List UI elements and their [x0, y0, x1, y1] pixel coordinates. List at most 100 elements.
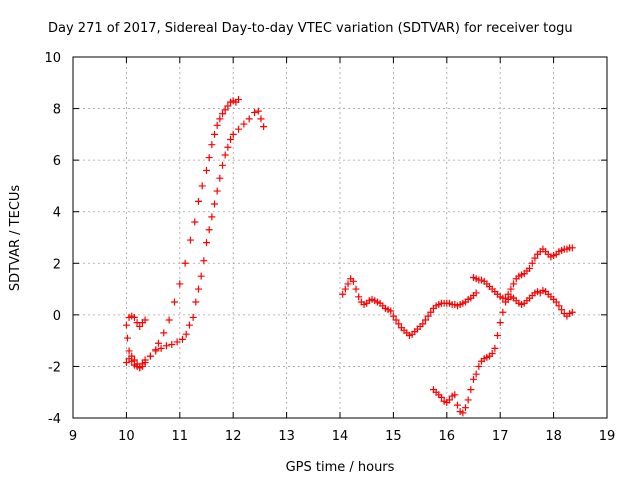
data-point [445, 396, 453, 404]
data-point [181, 259, 189, 267]
x-tick-label: 16 [439, 429, 456, 444]
x-tick-label: 17 [492, 429, 509, 444]
data-point [208, 213, 216, 221]
y-tick-label: 6 [53, 154, 61, 169]
y-tick-label: 0 [53, 309, 61, 324]
series-track-b [122, 107, 268, 372]
data-point [216, 115, 224, 123]
y-tick-label: -2 [48, 360, 61, 375]
data-point [499, 308, 507, 316]
data-point [211, 130, 219, 138]
data-point [507, 285, 515, 293]
y-tick-label: 4 [53, 206, 61, 221]
data-point [219, 110, 227, 118]
data-point [208, 141, 216, 149]
data-point [461, 404, 469, 412]
data-point [421, 316, 429, 324]
data-point [531, 254, 539, 262]
data-point [472, 289, 480, 297]
data-point [191, 218, 199, 226]
data-point [192, 298, 200, 306]
data-point [558, 306, 566, 314]
x-axis-title: GPS time / hours [286, 460, 395, 475]
data-point [182, 330, 190, 338]
data-point [136, 322, 144, 330]
x-tick-label: 13 [278, 429, 295, 444]
data-point [189, 313, 197, 321]
data-point [355, 293, 363, 301]
data-point [470, 375, 477, 383]
data-point [221, 106, 229, 114]
data-point [496, 319, 504, 327]
data-point [205, 154, 213, 162]
data-point [245, 115, 253, 123]
data-point [427, 308, 435, 316]
y-tick-label: 2 [53, 257, 61, 272]
data-point [213, 121, 221, 129]
y-tick-label: -4 [48, 412, 61, 427]
data-point [138, 362, 146, 370]
data-point [122, 359, 130, 367]
data-point [341, 285, 349, 293]
data-point [494, 331, 502, 339]
data-point [162, 342, 170, 350]
y-axis-title: SDTVAR / TECUs [8, 185, 23, 292]
data-point [459, 409, 467, 417]
ticks: 9 10 11 12 13 14 15 16 17 18 19 -4 -2 0 2 4 6 8 10 [44, 51, 615, 444]
data-point [186, 236, 194, 244]
data-point [224, 102, 232, 110]
data-point [254, 107, 262, 115]
data-point [240, 120, 248, 128]
data-point [160, 329, 168, 337]
data-point [178, 335, 186, 343]
data-point [451, 391, 459, 399]
data-point [453, 401, 461, 409]
data-point [344, 280, 352, 288]
data-point [168, 341, 176, 349]
data-point [392, 316, 400, 324]
data-point [352, 285, 360, 293]
x-tick-label: 11 [172, 429, 189, 444]
series-track-f [470, 273, 576, 320]
data-point [257, 115, 265, 123]
data-point [491, 344, 499, 352]
series-track-d [339, 275, 480, 339]
data-point [157, 344, 165, 352]
data-point [130, 313, 138, 321]
data-point [260, 123, 268, 131]
data-point [203, 239, 210, 247]
data-point [152, 346, 160, 354]
x-tick-label: 10 [118, 429, 135, 444]
data-point [203, 166, 210, 174]
data-point [133, 360, 141, 368]
data-point [221, 151, 229, 159]
data-point [568, 308, 576, 316]
series-track-c [122, 96, 243, 372]
series-track-a [125, 312, 149, 330]
x-tick-label: 15 [385, 429, 402, 444]
data-point [510, 280, 518, 288]
data-point [251, 108, 259, 116]
data-point [146, 352, 154, 360]
data-point [128, 352, 136, 360]
data-point [205, 226, 213, 234]
data-point [387, 307, 395, 315]
data-point [200, 257, 208, 265]
chart-title: Day 271 of 2017, Sidereal Day-to-day VTE… [48, 21, 573, 36]
data-point [227, 136, 235, 144]
data-point [216, 174, 224, 182]
data-point [165, 316, 173, 324]
data-point [173, 338, 181, 346]
data-point [122, 321, 130, 329]
x-tick-label: 12 [225, 429, 242, 444]
data-point [198, 182, 206, 190]
data-point [526, 264, 534, 272]
data-point [395, 320, 403, 328]
data-points [122, 96, 576, 417]
x-tick-label: 14 [332, 429, 349, 444]
data-point [176, 280, 184, 288]
data-point [389, 312, 397, 320]
series-track-e [429, 244, 576, 417]
data-point [219, 161, 227, 169]
